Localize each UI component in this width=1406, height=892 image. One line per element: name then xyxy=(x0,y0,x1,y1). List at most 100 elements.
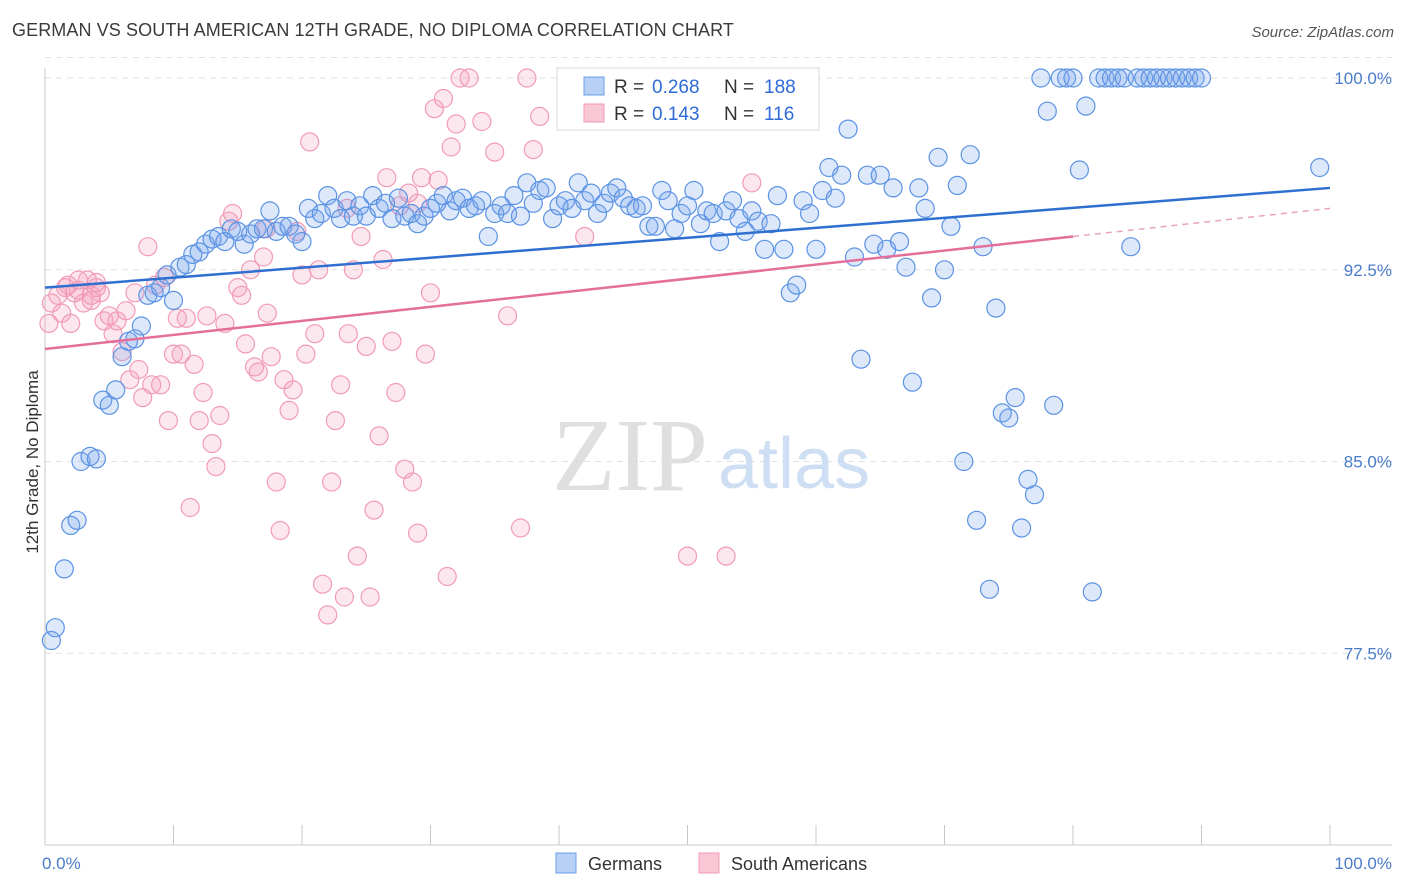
germans-point-98 xyxy=(671,203,691,224)
bottom-legend: Germans South Americans xyxy=(555,852,867,874)
germans-point-2 xyxy=(54,559,74,579)
south-americans-point-0 xyxy=(39,313,59,333)
germans-point-72 xyxy=(504,186,524,206)
germans-point-94 xyxy=(645,216,666,236)
germans-point-168 xyxy=(1121,237,1141,257)
south-americans-point-28 xyxy=(158,411,178,431)
south-americans-point-37 xyxy=(197,306,217,326)
south-americans-point-53 xyxy=(266,472,286,492)
south-americans-point-43 xyxy=(223,203,243,224)
grid-lines xyxy=(45,57,1392,654)
germans-point-114 xyxy=(774,239,794,259)
germans-point-37 xyxy=(279,216,299,236)
south-americans-point-50 xyxy=(253,247,274,267)
germans-point-149 xyxy=(999,408,1019,428)
legend-swatch-south-americans xyxy=(583,103,605,123)
germans-point-10 xyxy=(106,380,126,400)
germans-point-0 xyxy=(41,630,62,651)
germans-point-73 xyxy=(510,206,531,226)
germans-point-21 xyxy=(176,255,196,275)
germans-point-77 xyxy=(536,178,556,198)
germans-point-136 xyxy=(915,198,935,218)
germans-point-86 xyxy=(594,193,614,213)
germans-point-38 xyxy=(286,224,306,244)
south-americans-point-46 xyxy=(235,334,256,354)
south-americans-point-106 xyxy=(677,546,698,566)
south-americans-point-32 xyxy=(176,308,196,328)
y-tick-label-2: 92.5% xyxy=(1344,261,1392,280)
y-tick-label-1: 85.0% xyxy=(1344,453,1392,472)
germans-point-48 xyxy=(350,196,370,216)
germans-point-85 xyxy=(587,203,608,224)
south-americans-point-48 xyxy=(244,357,265,377)
south-americans-point-63 xyxy=(309,260,329,280)
germans-point-144 xyxy=(966,510,987,530)
germans-point-32 xyxy=(247,219,267,239)
germans-point-95 xyxy=(652,180,672,201)
germans-point-150 xyxy=(1005,388,1025,408)
south-americans-point-56 xyxy=(279,400,299,420)
germans-point-19 xyxy=(163,290,184,310)
germans-point-93 xyxy=(639,216,659,236)
germans-point-132 xyxy=(889,232,910,252)
germans-point-89 xyxy=(613,188,633,208)
germans-point-159 xyxy=(1063,68,1083,88)
legend-swatch-germans xyxy=(583,76,605,96)
south-americans-point-34 xyxy=(184,354,204,374)
south-americans-point-73 xyxy=(351,226,371,247)
south-americans-point-81 xyxy=(386,382,406,403)
south-americans-point-64 xyxy=(313,574,333,594)
germans-point-180 xyxy=(1310,157,1330,178)
germans-point-83 xyxy=(575,191,595,211)
south-americans-point-51 xyxy=(257,303,277,323)
south-americans-point-40 xyxy=(210,405,230,426)
south-americans-point-85 xyxy=(402,472,423,492)
legend-n-value-2: 116 xyxy=(764,104,794,125)
germans-point-88 xyxy=(607,178,627,198)
germans-point-23 xyxy=(189,242,209,262)
south-americans-trend-line xyxy=(44,235,1074,351)
germans-point-109 xyxy=(742,201,762,221)
south-americans-point-66 xyxy=(322,472,342,492)
south-americans-point-104 xyxy=(530,106,550,127)
germans-point-141 xyxy=(947,175,967,195)
south-americans-point-60 xyxy=(296,344,316,364)
germans-point-161 xyxy=(1076,96,1096,116)
trend-lines xyxy=(44,186,1331,351)
south-americans-point-79 xyxy=(377,168,397,188)
germans-point-106 xyxy=(722,191,743,211)
south-americans-point-99 xyxy=(485,142,505,162)
germans-point-68 xyxy=(478,226,498,247)
germans-point-70 xyxy=(491,196,511,216)
germans-point-146 xyxy=(979,579,1000,599)
germans-point-153 xyxy=(1024,485,1045,505)
germans-point-158 xyxy=(1056,68,1077,88)
south-americans-point-5 xyxy=(61,313,81,333)
germans-point-126 xyxy=(851,349,871,369)
germans-point-4 xyxy=(67,510,87,530)
germans-point-39 xyxy=(292,232,312,252)
south-americans-point-92 xyxy=(433,88,453,109)
germans-point-148 xyxy=(992,403,1012,423)
south-americans-point-76 xyxy=(364,500,384,520)
germans-point-140 xyxy=(941,216,961,236)
bottom-legend-swatch-south-americans xyxy=(698,852,720,874)
germans-point-147 xyxy=(986,298,1006,318)
south-americans-point-93 xyxy=(437,566,457,587)
south-americans-point-88 xyxy=(415,344,435,364)
germans-point-80 xyxy=(555,191,576,211)
germans-point-154 xyxy=(1031,68,1051,88)
y-axis-label: 12th Grade, No Diploma xyxy=(23,370,42,554)
germans-point-111 xyxy=(754,239,775,259)
germans-point-119 xyxy=(806,239,826,259)
germans-point-66 xyxy=(465,196,486,216)
germans-point-123 xyxy=(832,165,852,185)
south-americans-point-86 xyxy=(408,523,428,543)
germans-point-57 xyxy=(408,214,428,234)
tick-labels: 77.5% 85.0% 92.5% 100.0% 0.0% 100.0% xyxy=(42,69,1392,873)
germans-point-166 xyxy=(1108,68,1128,88)
south-americans-point-101 xyxy=(510,518,531,538)
south-americans-point-97 xyxy=(459,68,479,88)
x-tick-label-0: 0.0% xyxy=(42,854,81,873)
south-americans-points xyxy=(39,68,762,625)
